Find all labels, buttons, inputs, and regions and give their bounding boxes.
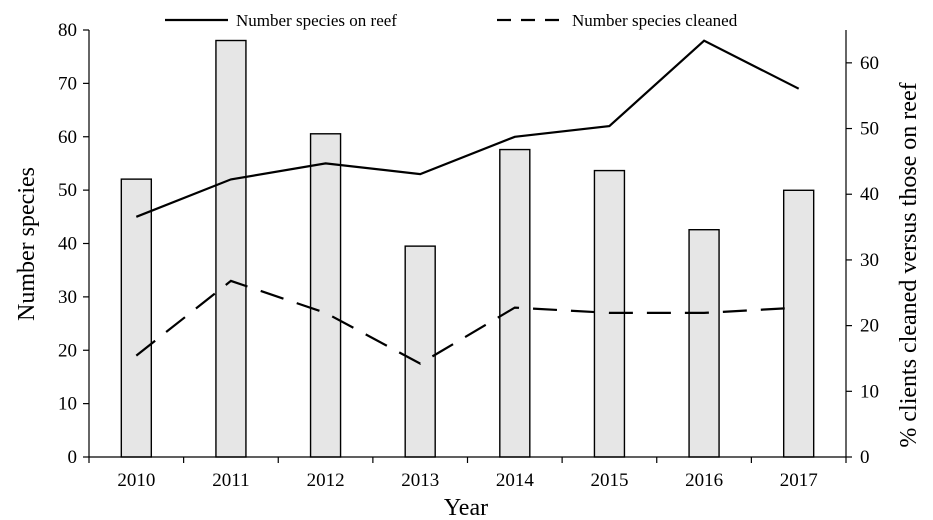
bar-2012 xyxy=(309,133,342,458)
bars xyxy=(120,39,815,458)
bar-2013 xyxy=(404,245,436,458)
right-tick-label: 20 xyxy=(860,316,879,337)
right-y-ticks: 0 10 20 30 40 50 60 xyxy=(846,53,879,468)
left-tick-label: 30 xyxy=(58,287,77,308)
x-tick-label: 2014 xyxy=(496,470,535,491)
right-tick-label: 50 xyxy=(860,119,879,140)
right-y-axis-title: % clients cleaned versus those on reef xyxy=(896,82,922,447)
x-axis-title: Year xyxy=(444,495,488,520)
right-tick-label: 10 xyxy=(860,381,879,402)
left-y-ticks: 0 10 20 30 40 50 60 70 80 xyxy=(58,20,89,468)
left-tick-label: 0 xyxy=(68,447,78,468)
series-line-2 xyxy=(135,279,799,365)
series-lines xyxy=(135,39,800,365)
legend-label-series-2: Number species cleaned xyxy=(572,11,738,30)
right-tick-label: 0 xyxy=(860,447,870,468)
x-ticks: 2010 2011 2012 2013 2014 2015 2016 2017 xyxy=(88,457,847,491)
legend: Number species on reef Number species cl… xyxy=(165,11,738,30)
bar-2011 xyxy=(215,39,247,458)
left-tick-label: 40 xyxy=(58,234,77,255)
right-tick-label: 60 xyxy=(860,53,879,74)
bar-2016 xyxy=(688,229,720,458)
legend-label-series-1: Number species on reef xyxy=(236,11,397,30)
left-tick-label: 10 xyxy=(58,394,77,415)
left-y-axis-title: Number species xyxy=(14,167,40,321)
x-tick-label: 2013 xyxy=(401,470,439,491)
right-tick-label: 40 xyxy=(860,184,879,205)
left-tick-label: 60 xyxy=(58,127,77,148)
x-tick-label: 2015 xyxy=(590,470,628,491)
left-tick-label: 80 xyxy=(58,20,77,41)
right-tick-label: 30 xyxy=(860,250,879,271)
left-tick-label: 70 xyxy=(58,73,77,94)
bar-2010 xyxy=(120,178,153,458)
bar-2014 xyxy=(499,148,531,458)
x-tick-label: 2016 xyxy=(685,470,723,491)
x-tick-label: 2010 xyxy=(117,470,155,491)
left-tick-label: 50 xyxy=(58,180,77,201)
x-tick-label: 2011 xyxy=(212,470,249,491)
bar-2017 xyxy=(782,189,815,458)
left-tick-label: 20 xyxy=(58,340,77,361)
x-tick-label: 2017 xyxy=(780,470,818,491)
series-line-1 xyxy=(135,39,800,218)
x-tick-label: 2012 xyxy=(307,470,345,491)
